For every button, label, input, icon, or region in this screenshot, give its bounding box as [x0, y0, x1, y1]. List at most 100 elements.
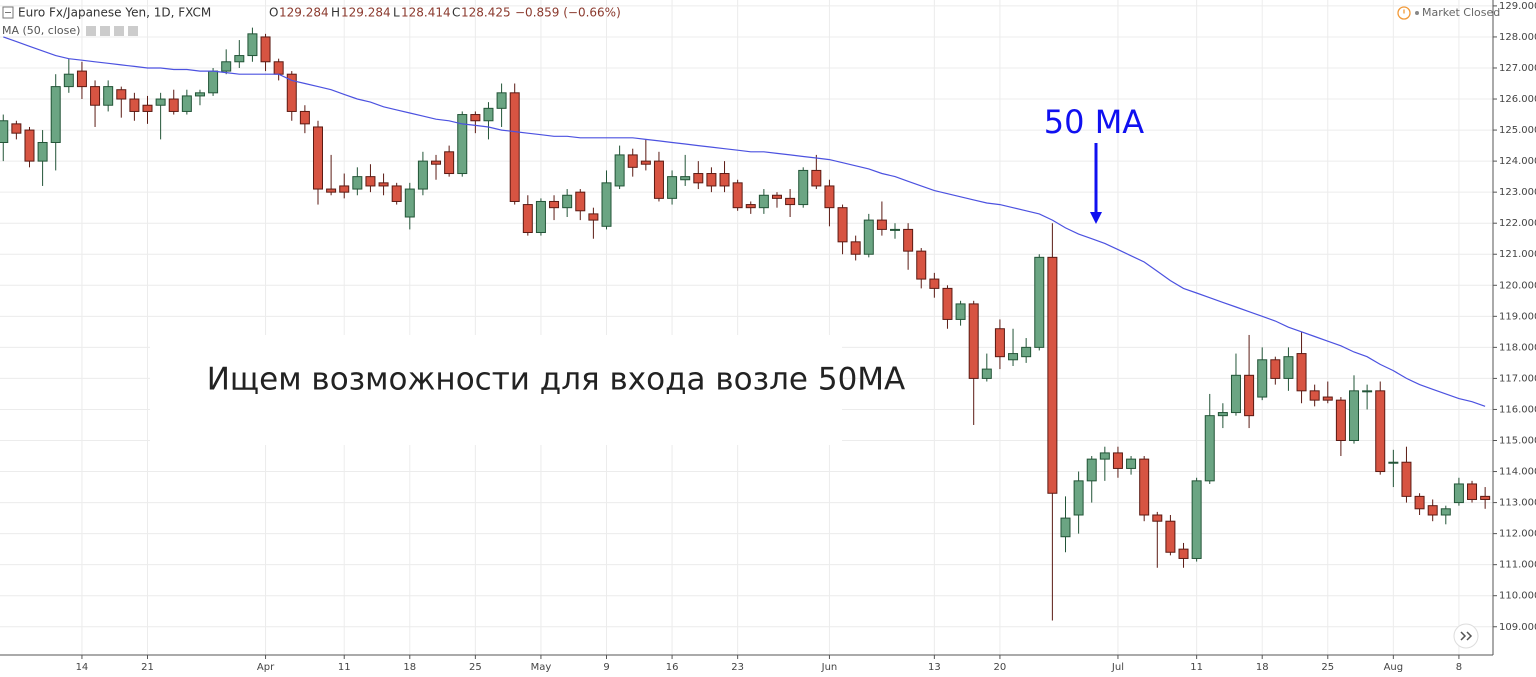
candle-body — [522, 204, 533, 234]
candle-body — [1244, 374, 1255, 417]
ma-legend: MA (50, close) — [2, 24, 80, 37]
candle-body — [758, 194, 769, 209]
candle-body — [1073, 480, 1084, 516]
candle-body — [680, 176, 691, 181]
candle-body — [890, 228, 901, 231]
candle-body — [90, 86, 101, 106]
candle-body — [1191, 480, 1202, 559]
candle-body — [903, 228, 914, 252]
candle-body — [339, 185, 350, 193]
candle-body — [208, 70, 219, 94]
candle-body — [221, 61, 232, 72]
ma-format-icon[interactable] — [100, 26, 110, 36]
ma-add-icon[interactable] — [114, 26, 124, 36]
candle-body — [640, 160, 651, 165]
y-tick-label: 120.000 — [1499, 280, 1536, 291]
candle-body — [391, 185, 402, 202]
candle-body — [876, 219, 887, 230]
candle-body — [798, 169, 809, 206]
candle-body — [1008, 353, 1019, 361]
candle-body — [155, 98, 166, 106]
scroll-button-icon — [1460, 631, 1473, 641]
candle-body — [11, 123, 22, 134]
status-dot — [1415, 11, 1419, 15]
ohlc-value: 129.284 — [279, 6, 329, 20]
candle-body — [837, 207, 848, 243]
candle-body — [1217, 412, 1228, 417]
candle-body — [1296, 353, 1307, 392]
candle-body — [247, 33, 258, 57]
candle-body — [483, 107, 494, 122]
candle-body — [1086, 458, 1097, 482]
ma-line — [3, 36, 1486, 407]
candle-body — [863, 219, 874, 255]
candle-body — [470, 114, 481, 122]
candle-body — [824, 185, 835, 209]
candle-body — [365, 176, 376, 187]
x-tick-label: 25 — [1321, 662, 1334, 673]
symbol-title: Euro Fx/Japanese Yen, 1D, FXCM — [18, 6, 211, 20]
candle-body — [352, 176, 363, 190]
candle-body — [693, 173, 704, 184]
candle-body — [404, 188, 415, 218]
x-tick-label: 16 — [666, 662, 679, 673]
y-tick-label: 112.000 — [1499, 529, 1536, 540]
candle-body — [496, 92, 507, 109]
x-tick-label: 8 — [1456, 662, 1462, 673]
candle-body — [1034, 256, 1045, 348]
candle-body — [181, 95, 192, 112]
candle-body — [1112, 452, 1123, 469]
ohlc-value: 128.425 — [461, 6, 511, 20]
candle-body — [1362, 390, 1373, 393]
ohlc-label: H — [331, 6, 340, 20]
candle-body — [1139, 458, 1150, 516]
candle-body — [562, 194, 573, 209]
candle-body — [457, 114, 468, 175]
marks — [0, 27, 1491, 621]
x-tick-label: Apr — [257, 662, 275, 673]
x-tick-label: 23 — [731, 662, 744, 673]
candle-body — [942, 287, 953, 320]
candle-body — [627, 154, 638, 168]
candle-body — [431, 160, 442, 165]
candle-body — [417, 160, 428, 190]
status-icon — [1397, 6, 1411, 20]
y-tick-label: 123.000 — [1499, 187, 1536, 198]
candle-body — [444, 151, 455, 175]
ohlc-label: O — [269, 6, 278, 20]
y-tick-label: 116.000 — [1499, 404, 1536, 415]
candle-body — [326, 188, 337, 193]
candle-body — [1309, 390, 1320, 401]
annotation-arrowhead — [1090, 212, 1102, 224]
candle-body — [63, 73, 74, 88]
candle-body — [1165, 520, 1176, 553]
candle-body — [850, 241, 861, 255]
y-tick-label: 127.000 — [1499, 63, 1536, 74]
ma-remove-icon[interactable] — [128, 26, 138, 36]
x-tick-label: Jun — [821, 662, 838, 673]
candle-body — [1178, 548, 1189, 559]
candle-body — [981, 368, 992, 379]
x-tick-label: May — [531, 662, 552, 673]
candle-body — [1047, 256, 1058, 494]
x-tick-label: 13 — [928, 662, 941, 673]
ma-settings-icon[interactable] — [86, 26, 96, 36]
y-tick-label: 117.000 — [1499, 373, 1536, 384]
market-status: Market Closed — [1422, 6, 1500, 19]
candle-body — [1152, 514, 1163, 522]
x-tick-label: 18 — [1256, 662, 1269, 673]
candle-body — [549, 200, 560, 209]
ohlc-value: 129.284 — [341, 6, 391, 20]
collapse-icon[interactable] — [2, 6, 14, 19]
candle-body — [37, 141, 48, 162]
y-tick-label: 113.000 — [1499, 498, 1536, 509]
x-tick-label: 11 — [338, 662, 351, 673]
candle-body — [614, 154, 625, 187]
candle-body — [129, 98, 140, 112]
annotation: Ищем возможности для входа возле 50МА — [207, 362, 906, 398]
x-tick-label: Jul — [1111, 662, 1124, 673]
candle-body — [535, 200, 546, 234]
candle-body — [1401, 461, 1412, 497]
